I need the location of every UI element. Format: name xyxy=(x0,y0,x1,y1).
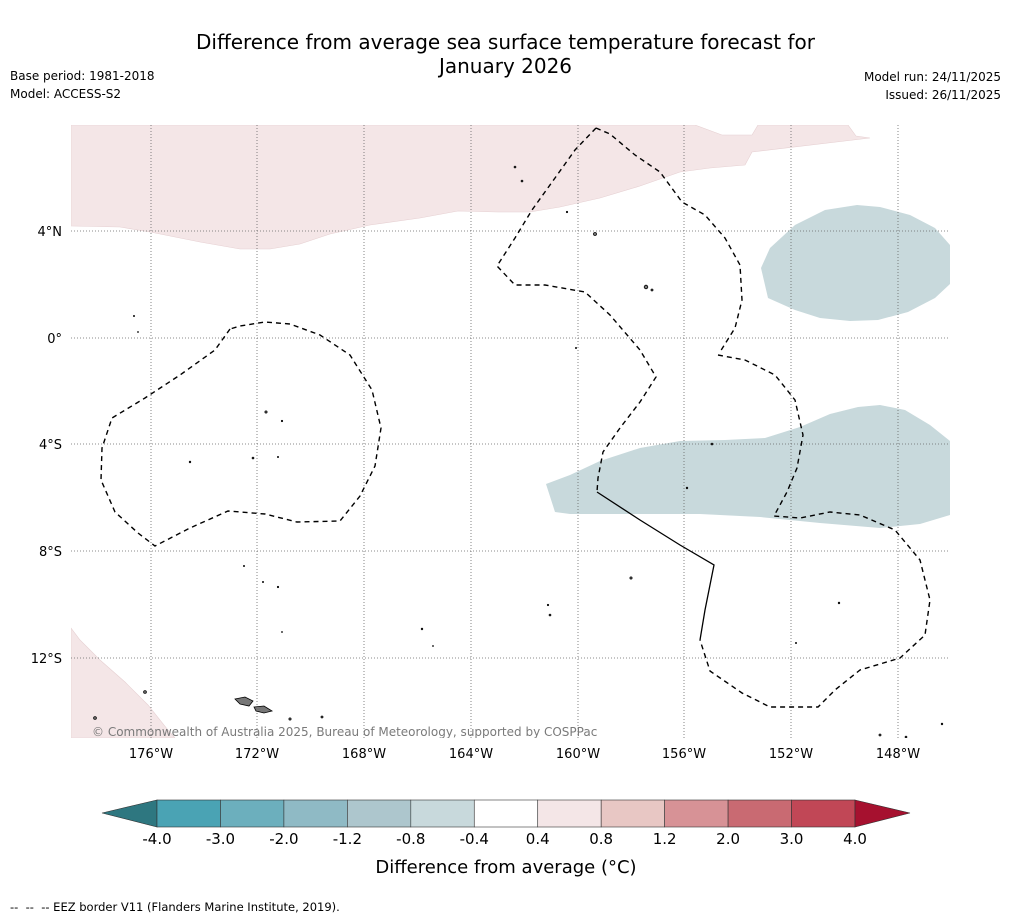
colorbar-tick-label: 1.2 xyxy=(653,830,677,848)
maritime-boundary-line xyxy=(596,491,715,641)
lon-label: 168°W xyxy=(342,747,386,762)
lat-label: 4°N xyxy=(38,225,63,240)
colorbar-tick-labels: -4.0 -3.0 -2.0 -1.2 -0.8 -0.4 0.4 0.8 1.… xyxy=(142,830,867,848)
lat-label: 0° xyxy=(47,332,62,347)
lon-label: 172°W xyxy=(235,747,279,762)
islands xyxy=(93,165,944,738)
meta-right: Model run: 24/11/2025 Issued: 26/11/2025 xyxy=(864,68,1001,104)
colorbar-extension-high xyxy=(854,799,911,828)
latitude-labels: 4°N 0° 4°S 8°S 12°S xyxy=(31,225,62,667)
eez-borders xyxy=(100,127,931,708)
longitude-labels: 176°W 172°W 168°W 164°W 160°W 156°W 152°… xyxy=(129,747,920,762)
model-text: Model: ACCESS-S2 xyxy=(10,87,122,101)
eez-border-note: -- -- -- EEZ border V11 (Flanders Marine… xyxy=(10,900,340,914)
colorbar-segment xyxy=(727,799,792,828)
warm-anomaly-region-north xyxy=(71,125,871,250)
colorbar-segment xyxy=(410,799,475,828)
copyright-notice: © Commonwealth of Australia 2025, Bureau… xyxy=(92,725,597,739)
colorbar-segment xyxy=(473,799,539,828)
eez-border-eastern-upper xyxy=(595,127,743,353)
lat-label: 8°S xyxy=(39,545,62,560)
lat-label: 12°S xyxy=(31,652,62,667)
lon-label: 160°W xyxy=(556,747,600,762)
lat-label: 4°S xyxy=(39,438,62,453)
island-upolu xyxy=(253,705,274,714)
colorbar: -4.0 -3.0 -2.0 -1.2 -0.8 -0.4 0.4 0.8 1.… xyxy=(101,799,911,878)
colorbar-segments xyxy=(156,799,856,828)
colorbar-extension-low xyxy=(101,799,158,828)
cool-anomaly-region-equatorial xyxy=(546,405,950,528)
warm-anomaly-region-southwest xyxy=(71,627,176,738)
colorbar-tick-label: -0.4 xyxy=(460,830,489,848)
lon-label: 176°W xyxy=(129,747,173,762)
eez-border-central xyxy=(496,127,657,493)
model-run-text: Model run: 24/11/2025 xyxy=(863,70,1001,84)
lon-label: 148°W xyxy=(876,747,920,762)
map-title: Difference from average sea surface temp… xyxy=(0,30,1011,78)
colorbar-tick-label: 3.0 xyxy=(780,830,804,848)
colorbar-tick-label: -1.2 xyxy=(333,830,362,848)
lon-label: 156°W xyxy=(662,747,706,762)
colorbar-segment xyxy=(156,799,221,828)
colorbar-title: Difference from average (°C) xyxy=(375,857,636,878)
lon-label: 152°W xyxy=(769,747,813,762)
title-line-2: January 2026 xyxy=(438,54,573,78)
colorbar-segment xyxy=(791,799,856,828)
cool-anomaly-region-northeast xyxy=(761,205,950,321)
colorbar-tick-label: -3.0 xyxy=(206,830,235,848)
colorbar-tick-label: -4.0 xyxy=(142,830,171,848)
colorbar-segment xyxy=(600,799,665,828)
map-panel: © Commonwealth of Australia 2025, Bureau… xyxy=(71,125,950,739)
graticule xyxy=(71,125,950,738)
colorbar-segment xyxy=(283,799,348,828)
base-period-text: Base period: 1981-2018 xyxy=(10,69,155,83)
eez-border-eastern-lower xyxy=(699,354,931,708)
eez-border-samoa-region xyxy=(100,321,382,547)
colorbar-tick-label: 0.8 xyxy=(589,830,613,848)
colorbar-tick-label: -0.8 xyxy=(396,830,425,848)
meta-left: Base period: 1981-2018 Model: ACCESS-S2 xyxy=(10,67,155,103)
colorbar-segment xyxy=(347,799,412,828)
colorbar-segment xyxy=(537,799,602,828)
colorbar-tick-label: 4.0 xyxy=(843,830,867,848)
colorbar-tick-label: -2.0 xyxy=(269,830,298,848)
colorbar-tick-label: 0.4 xyxy=(526,830,550,848)
issued-text: Issued: 26/11/2025 xyxy=(885,88,1001,102)
colorbar-segment xyxy=(220,799,285,828)
title-line-1: Difference from average sea surface temp… xyxy=(195,30,815,54)
colorbar-tick-label: 2.0 xyxy=(716,830,740,848)
lon-label: 164°W xyxy=(449,747,493,762)
colorbar-segment xyxy=(664,799,729,828)
island-savaii xyxy=(234,696,254,707)
